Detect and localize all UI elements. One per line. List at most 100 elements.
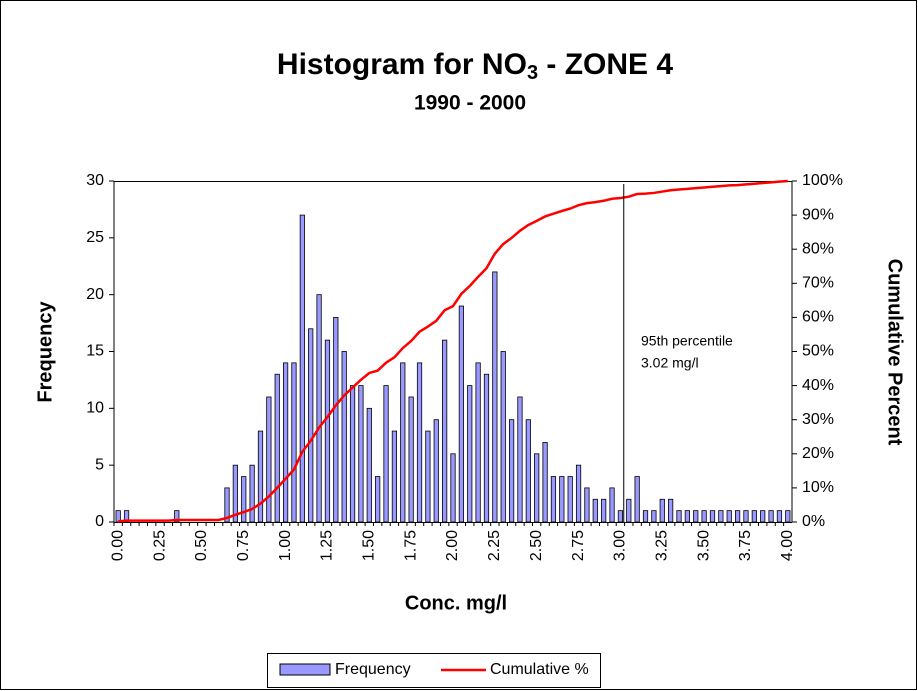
bar [567,476,573,523]
percentile-annotation: 3.02 mg/l [641,355,699,371]
x-tick-label: 3.00 [612,530,629,561]
y-axis-label: Frequency [34,301,56,403]
y2-tick-label: 10% [802,479,834,496]
bar [659,498,665,523]
bar [760,510,766,523]
bar [366,407,372,523]
bar [592,498,598,523]
x-tick-label: 1.75 [402,530,419,561]
bar [642,510,649,523]
chart-title: Histogram for NO3 - ZONE 4 [277,48,673,84]
bar [308,328,314,523]
bar [408,396,414,523]
y2-tick-label: 70% [802,275,834,292]
bar [458,305,464,523]
x-tick-label: 0.00 [109,530,126,561]
bar [483,373,490,523]
bar [442,339,448,523]
x-tick-label: 4.00 [779,530,796,561]
y-tick-label: 30 [86,172,104,189]
y2-tick-label: 40% [802,377,834,394]
bar [634,476,640,523]
bar [123,510,130,523]
y-tick-label: 25 [86,229,104,246]
bar [416,362,423,523]
y2-tick-label: 90% [802,206,834,223]
x-axis-label: Conc. mg/l [405,592,507,614]
title-rest: - ZONE 4 [538,48,673,81]
bar [559,476,565,523]
bar [508,419,515,523]
bar [375,476,381,523]
y2-tick-label: 60% [802,309,834,326]
bar [525,419,531,523]
x-tick-label: 2.75 [570,530,587,561]
bar [701,510,707,523]
bar [349,385,356,523]
y-tick-label: 20 [86,286,104,303]
y2-tick-label: 30% [802,411,834,428]
bar [709,510,716,523]
x-tick-label: 0.25 [151,530,168,561]
bar [115,510,121,523]
bar [341,351,347,523]
bar [241,476,247,523]
chart-subtitle: 1990 - 2000 [414,92,526,115]
bar [500,351,506,523]
y-tick-label: 10 [86,400,104,417]
x-tick-label: 3.50 [695,530,712,561]
bar [584,487,590,523]
bar [433,419,439,523]
bar [751,510,757,523]
bar [232,464,238,523]
bar [651,510,657,523]
x-tick-label: 2.25 [486,530,503,561]
title-text: Histogram for NO [277,48,527,81]
bar [492,271,498,523]
bar [693,510,699,523]
bar [316,294,322,523]
bar [274,373,280,523]
bar [718,510,724,523]
bar [617,510,624,523]
bar [174,510,180,523]
bar [676,510,682,523]
bar [776,510,783,523]
bar [299,214,305,523]
bar [534,453,540,523]
bar [550,476,557,523]
bar [266,396,272,523]
y-tick-label: 5 [95,456,104,473]
legend-label: Cumulative % [490,661,589,678]
bar [400,362,406,523]
y2-tick-label: 50% [802,343,834,360]
x-tick-label: 3.25 [653,530,670,561]
bar [324,339,331,523]
x-tick-label: 2.00 [444,530,461,561]
legend-swatch [279,663,331,676]
bar [575,464,582,523]
cumulative-line [118,179,788,523]
bar [282,362,289,523]
bar [684,510,690,523]
x-tick-label: 1.00 [277,530,294,561]
bar [734,510,741,523]
x-tick-label: 3.75 [737,530,754,561]
y2-tick-label: 100% [802,172,843,189]
bar [383,385,389,523]
bar [743,510,749,523]
y-tick-label: 15 [86,343,104,360]
bar [358,385,364,523]
bar [475,362,481,523]
x-tick-label: 1.50 [361,530,378,561]
x-tick-label: 0.75 [235,530,252,561]
x-tick-label: 0.50 [193,530,210,561]
y-tick-label: 0 [95,513,104,530]
bar [668,498,674,523]
y2-tick-label: 80% [802,240,834,257]
bar [785,510,791,523]
bar [450,453,456,523]
bar [768,510,774,523]
bar [609,487,615,523]
